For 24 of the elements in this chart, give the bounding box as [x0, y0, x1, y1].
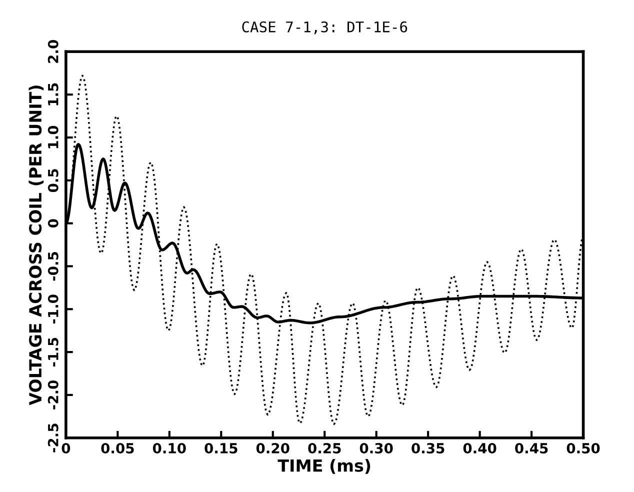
- y-tick-label: 2.0: [48, 40, 58, 63]
- x-tick-label: 0.05: [101, 442, 134, 454]
- x-tick-label: 0.40: [463, 442, 496, 454]
- x-tick-label: 0.50: [566, 442, 600, 454]
- x-axis-title: TIME (ms): [278, 458, 370, 474]
- x-tick-label: 0.35: [412, 442, 444, 454]
- y-tick-label: 0: [48, 219, 58, 228]
- x-tick-label: 0.25: [308, 442, 341, 454]
- y-tick-label: 1.5: [48, 83, 58, 106]
- y-tick-label: -2.0: [48, 380, 58, 410]
- y-tick-label: 0.5: [48, 169, 58, 192]
- x-tick-label: 0.30: [360, 442, 393, 454]
- x-tick-label: 0.10: [152, 442, 186, 454]
- y-tick-label: -2.5: [48, 424, 58, 452]
- x-tick-label: 0: [62, 442, 70, 454]
- y-tick-label: -1.5: [48, 338, 58, 366]
- y-axis-title: VOLTAGE ACROSS COIL (PER UNIT): [28, 86, 44, 406]
- chart-title: CASE 7-1,3: DT-1E-6: [242, 21, 408, 34]
- x-tick-label: 0.45: [515, 442, 548, 454]
- y-tick-label: -1.0: [48, 294, 58, 324]
- x-tick-label: 0.15: [204, 442, 238, 454]
- y-tick-label: -0.5: [48, 252, 58, 281]
- x-tick-label: 0.20: [256, 442, 290, 454]
- y-tick-label: 1.0: [48, 126, 58, 148]
